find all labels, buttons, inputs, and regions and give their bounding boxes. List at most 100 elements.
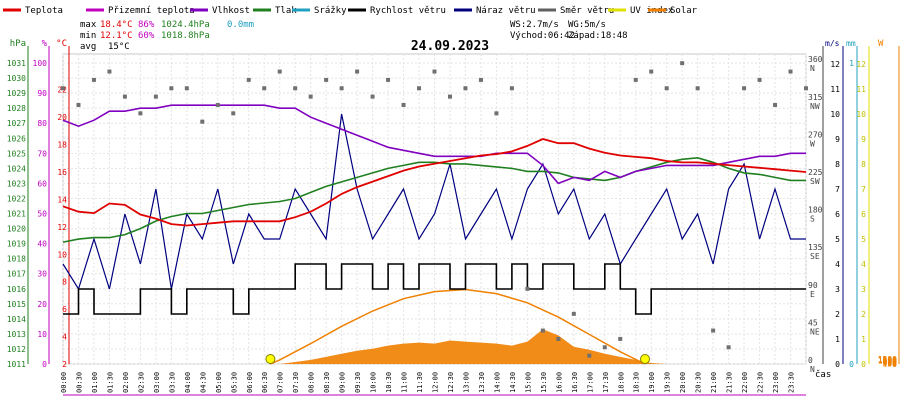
temperature-line xyxy=(62,138,807,227)
x-axis-label: čas xyxy=(815,369,831,380)
wind-axis-tick: 3 xyxy=(835,285,840,294)
stat-min-label: min xyxy=(80,31,96,41)
humidity-axis-unit: % xyxy=(42,39,48,49)
direction-axis-sub: S xyxy=(810,215,815,224)
humidity-axis-tick: 0 xyxy=(42,360,47,369)
temperature-axis-tick: 18 xyxy=(57,141,67,150)
pressure-axis-tick: 1023 xyxy=(7,179,26,188)
rain-axis-tick: 0 xyxy=(849,360,854,369)
wind-axis-tick: 11 xyxy=(830,85,840,94)
x-tick-label: 05:30 xyxy=(230,372,238,393)
temperature-axis-tick: 8 xyxy=(62,278,67,287)
uv-axis-tick: 11 xyxy=(856,85,866,94)
direction-axis-tick: 0 xyxy=(808,356,813,365)
x-tick-label: 06:30 xyxy=(261,372,269,393)
direction-axis-tick: 225 xyxy=(808,168,823,177)
direction-point xyxy=(680,61,685,66)
direction-point xyxy=(711,328,716,333)
legend-label: Vlhkost xyxy=(212,6,250,16)
direction-point xyxy=(386,77,391,82)
solar-axis-tick: 900 xyxy=(883,357,898,366)
direction-point xyxy=(76,102,81,107)
humidity-axis-tick: 40 xyxy=(37,240,47,249)
direction-axis-sub: E xyxy=(810,290,815,299)
direction-point xyxy=(618,336,623,341)
x-tick-label: 06:00 xyxy=(246,372,254,393)
legend-label: Přizemní teplota xyxy=(108,6,195,16)
solar-axis-tick: 1050 xyxy=(878,356,897,365)
pressure-axis-tick: 1030 xyxy=(7,74,26,83)
direction-point xyxy=(215,102,220,107)
legend-label: Srážky xyxy=(314,6,347,16)
direction-point xyxy=(107,69,112,74)
direction-point xyxy=(355,69,360,74)
solar-area xyxy=(63,329,806,364)
x-tick-label: 17:00 xyxy=(586,372,594,393)
direction-point xyxy=(556,336,561,341)
uv-marker xyxy=(640,354,651,364)
direction-point xyxy=(633,77,638,82)
humidity-axis-tick: 80 xyxy=(37,119,47,128)
uv-axis-tick: 1 xyxy=(861,335,866,344)
rain-axis-tick: 1 xyxy=(849,59,854,68)
x-tick-label: 22:30 xyxy=(757,372,765,393)
direction-axis-tick: 45 xyxy=(808,318,818,327)
direction-axis-tick: 180 xyxy=(808,206,823,215)
direction-point xyxy=(246,77,251,82)
direction-point xyxy=(602,345,607,350)
humidity-axis-tick: 20 xyxy=(37,300,47,309)
direction-point xyxy=(432,69,437,74)
direction-axis-sub: N xyxy=(810,365,815,374)
direction-point xyxy=(664,86,669,91)
chart-title: 24.09.2023 xyxy=(411,39,489,54)
direction-point xyxy=(726,345,731,350)
direction-point xyxy=(695,86,700,91)
direction-axis-tick: 360 xyxy=(808,55,823,64)
stat-max-press: 1024.4hPa xyxy=(161,20,210,30)
direction-axis-tick: 135 xyxy=(808,243,823,252)
wind-axis-tick: 12 xyxy=(830,60,840,69)
humidity-line xyxy=(62,104,806,185)
pressure-axis-tick: 1028 xyxy=(7,104,26,113)
pressure-axis-tick: 1022 xyxy=(7,194,26,203)
wind-axis-unit: m/s xyxy=(825,39,840,48)
solar-axis-tick: 0 xyxy=(892,360,897,369)
uv-axis-tick: 10 xyxy=(856,110,866,119)
solar-axis-tick: 1200 xyxy=(878,356,897,365)
x-tick-label: 19:30 xyxy=(664,372,672,393)
x-tick-label: 08:30 xyxy=(323,372,331,393)
solar-axis-tick: 150 xyxy=(883,359,898,368)
x-tick-label: 03:00 xyxy=(153,372,161,393)
x-tick-label: 04:00 xyxy=(184,372,192,393)
direction-axis-sub: N xyxy=(810,64,815,73)
wind-axis-tick: 5 xyxy=(835,235,840,244)
x-tick-label: 16:30 xyxy=(571,372,579,393)
x-tick-label: 10:00 xyxy=(370,372,378,393)
pressure-axis-tick: 1020 xyxy=(7,225,26,234)
x-tick-label: 14:00 xyxy=(493,372,501,393)
direction-point xyxy=(339,86,344,91)
direction-point xyxy=(540,328,545,333)
direction-point xyxy=(571,311,576,316)
x-tick-label: 20:30 xyxy=(695,372,703,393)
stat-max-label: max xyxy=(80,20,97,30)
direction-point xyxy=(509,86,514,91)
x-tick-label: 21:00 xyxy=(710,372,718,393)
humidity-axis-tick: 50 xyxy=(37,210,47,219)
pressure-axis-tick: 1027 xyxy=(7,119,26,128)
pressure-axis-tick: 1013 xyxy=(7,330,26,339)
pressure-axis-tick: 1026 xyxy=(7,134,26,143)
x-tick-label: 10:30 xyxy=(385,372,393,393)
legend: Teplota Přizemní teplota Vlhkost Tlak Srážky… xyxy=(3,6,698,16)
wind-axis-tick: 9 xyxy=(835,135,840,144)
direction-point xyxy=(61,86,65,91)
temperature-axis-tick: 4 xyxy=(62,333,67,342)
humidity-axis-tick: 90 xyxy=(37,89,47,98)
direction-point xyxy=(417,86,422,91)
direction-point xyxy=(494,111,499,116)
direction-axis-sub: SW xyxy=(810,177,820,186)
x-tick-label: 17:30 xyxy=(602,372,610,393)
pressure-axis-tick: 1011 xyxy=(7,360,26,369)
direction-axis-tick: 90 xyxy=(808,281,818,290)
direction-point xyxy=(804,86,808,91)
